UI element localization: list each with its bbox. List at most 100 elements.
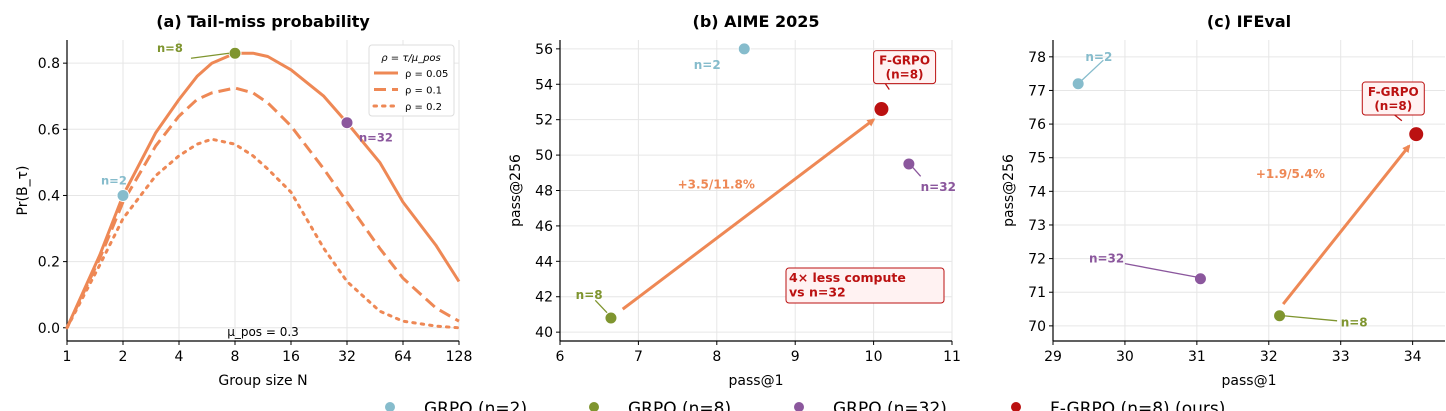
compute-note: 4× less compute vs n=32 [789,270,906,299]
improvement-label: +1.9/5.4% [1256,167,1325,181]
x-tick-label: 32 [1260,349,1278,365]
y-tick-label: 73 [1028,218,1046,234]
series-line-dotted [65,137,461,330]
y-tick-label: 44 [535,254,553,270]
legend-box [368,44,455,117]
point-label: F-GRPO (n=8) [1368,85,1419,113]
x-tick-label: 2 [119,349,128,365]
y-tick-label: 0.2 [38,255,60,271]
legend-label: ρ = 0.2 [405,102,442,113]
label-leader [1394,114,1403,122]
point-label: n=8 [1341,316,1368,330]
point-label-line: (n=8) [886,67,924,81]
x-tick-label: 8 [712,349,721,365]
annotation-mu-pos: μ_pos = 0.3 [227,325,299,339]
x-tick-label: 33 [1332,349,1350,365]
panel-a: 1 2 4 8 16 32 64 128 0.0 0.2 0.4 0.6 0.8 (a) Tail-mis… [15,12,472,389]
chart-title: (c) IFEval [1207,12,1291,31]
x-tick-label: 30 [1116,349,1134,365]
label-leader [190,52,230,59]
y-tick-label: 77 [1028,83,1046,99]
point-label: n=32 [921,180,956,194]
label-leader [884,83,890,90]
legend-marker [794,402,804,411]
improvement-label: +3.5/11.8% [678,178,755,192]
point-label-line: F-GRPO [1368,85,1419,99]
chart-title: (a) Tail-miss probability [156,12,370,31]
y-tick-label: 71 [1028,285,1046,301]
y-tick-label: 40 [535,325,553,341]
point-label: n=2 [101,173,127,187]
legend: ρ = τ/μ_pos ρ = 0.05 ρ = 0.1 ρ = 0.2 [368,44,455,117]
y-axis-label: pass@256 [1001,154,1017,227]
legend-label: ρ = 0.05 [405,69,448,80]
point-label: n=2 [1085,50,1112,64]
x-tick-label: 16 [282,349,300,365]
y-tick-label: 0.6 [38,122,60,138]
data-point [604,311,618,325]
data-point [1408,126,1425,143]
series-line-solid [65,51,461,329]
point-label-line: F-GRPO [879,54,930,68]
x-tick-label: 11 [943,349,961,365]
panel-c: 29 30 31 32 33 34 70 71 72 73 74 75 76 77 78 (c) IFEval… [1001,12,1445,389]
data-point [116,188,130,202]
y-axis-label: pass@256 [508,154,524,227]
legend-label: GRPO (n=32) [833,399,947,411]
x-tick-label: 29 [1044,349,1062,365]
point-label: n=32 [359,131,393,145]
y-tick-label: 78 [1028,50,1046,66]
data-point [1193,272,1207,286]
fgrpo-label-box [1361,81,1425,116]
data-point [902,157,916,171]
label-leader [1283,315,1338,322]
legend-title: ρ = τ/μ_pos [381,53,441,64]
x-tick-label: 6 [556,349,565,365]
point-label: n=2 [694,58,721,72]
point-label: F-GRPO (n=8) [879,54,930,82]
legend-label: GRPO (n=8) [628,399,731,411]
label-leader [1124,263,1197,278]
x-tick-label: 128 [446,349,473,365]
point-label: n=8 [157,41,183,55]
note-box [785,267,945,304]
legend-marker [1011,402,1021,411]
x-tick-label: 64 [394,349,412,365]
improvement-arrow [1281,144,1411,305]
legend-label: GRPO (n=2) [424,399,527,411]
compute-note-line: vs n=32 [789,284,846,299]
y-tick-label: 76 [1028,117,1046,133]
legend-marker [589,402,599,411]
x-axis-label: Group size N [218,373,307,389]
compute-note-line: 4× less compute [789,270,906,285]
legend-label: ρ = 0.1 [405,86,442,97]
point-label: n=32 [1089,252,1124,266]
y-tick-label: 72 [1028,252,1046,268]
data-point [737,42,751,56]
figure-legend: GRPO (n=2) GRPO (n=8) GRPO (n=32) F-GRPO (n… [385,399,1225,411]
data-point [1071,77,1085,91]
y-tick-label: 48 [535,184,553,200]
fgrpo-label-box [873,50,937,85]
y-axis-label: Pr(B_τ) [15,166,31,216]
legend-label: F-GRPO (n=8) (ours) [1050,399,1225,411]
x-axis-label: pass@1 [729,373,784,389]
data-point [340,116,354,130]
x-tick-label: 34 [1404,349,1422,365]
y-tick-label: 52 [535,113,553,129]
label-leader [594,299,608,314]
y-tick-label: 56 [535,42,553,58]
y-tick-label: 74 [1028,184,1046,200]
y-tick-label: 54 [535,77,553,93]
x-tick-label: 10 [865,349,883,365]
label-leader [912,167,922,177]
y-tick-label: 42 [535,290,553,306]
y-tick-label: 46 [535,219,553,235]
y-tick-label: 50 [535,148,553,164]
point-label-line: (n=8) [1374,99,1412,113]
x-tick-label: 1 [63,349,72,365]
y-tick-label: 0.8 [38,56,60,72]
data-point [873,101,890,118]
